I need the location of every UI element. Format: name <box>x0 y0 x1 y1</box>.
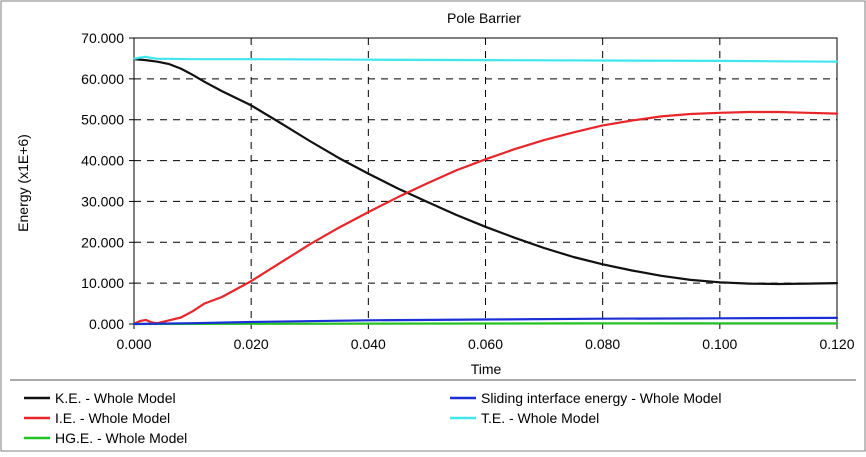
x-tick-label: 0.040 <box>351 336 386 352</box>
y-tick-label: 30.000 <box>81 193 124 209</box>
x-tick-label: 0.000 <box>116 336 151 352</box>
x-tick-label: 0.060 <box>468 336 503 352</box>
x-axis-label: Time <box>471 361 502 377</box>
series-line-0 <box>132 58 839 286</box>
y-tick-label: 70.000 <box>81 30 124 46</box>
x-tick-label: 0.020 <box>234 336 269 352</box>
plot-layer: 0.000 0.020 0.040 0.060 0.080 0.100 0.120 0.000… <box>81 30 855 352</box>
legend-label: HG.E. - Whole Model <box>55 430 187 446</box>
series-line-3 <box>132 316 839 326</box>
x-tick-label: 0.100 <box>702 336 737 352</box>
legend-label: I.E. - Whole Model <box>55 410 170 426</box>
y-tick-label: 40.000 <box>81 153 124 169</box>
chart-title: Pole Barrier <box>447 10 521 26</box>
series-line-2 <box>132 322 839 326</box>
y-tick-label: 50.000 <box>81 112 124 128</box>
legend-label: Sliding interface energy - Whole Model <box>481 390 721 406</box>
series-line-1 <box>132 110 839 325</box>
y-tick-label: 20.000 <box>81 234 124 250</box>
y-axis-label: Energy (x1E+6) <box>15 134 31 232</box>
legend-label: K.E. - Whole Model <box>55 390 176 406</box>
y-tick-label: 60.000 <box>81 71 124 87</box>
x-tick-label: 0.120 <box>819 336 854 352</box>
legend: K.E. - Whole Model I.E. - Whole Model HG.E… <box>24 390 721 446</box>
y-tick-label: 10.000 <box>81 275 124 291</box>
series-line-4 <box>132 55 839 63</box>
legend-label: T.E. - Whole Model <box>481 410 599 426</box>
y-tick-label: 0.000 <box>89 316 124 332</box>
x-tick-label: 0.080 <box>585 336 620 352</box>
